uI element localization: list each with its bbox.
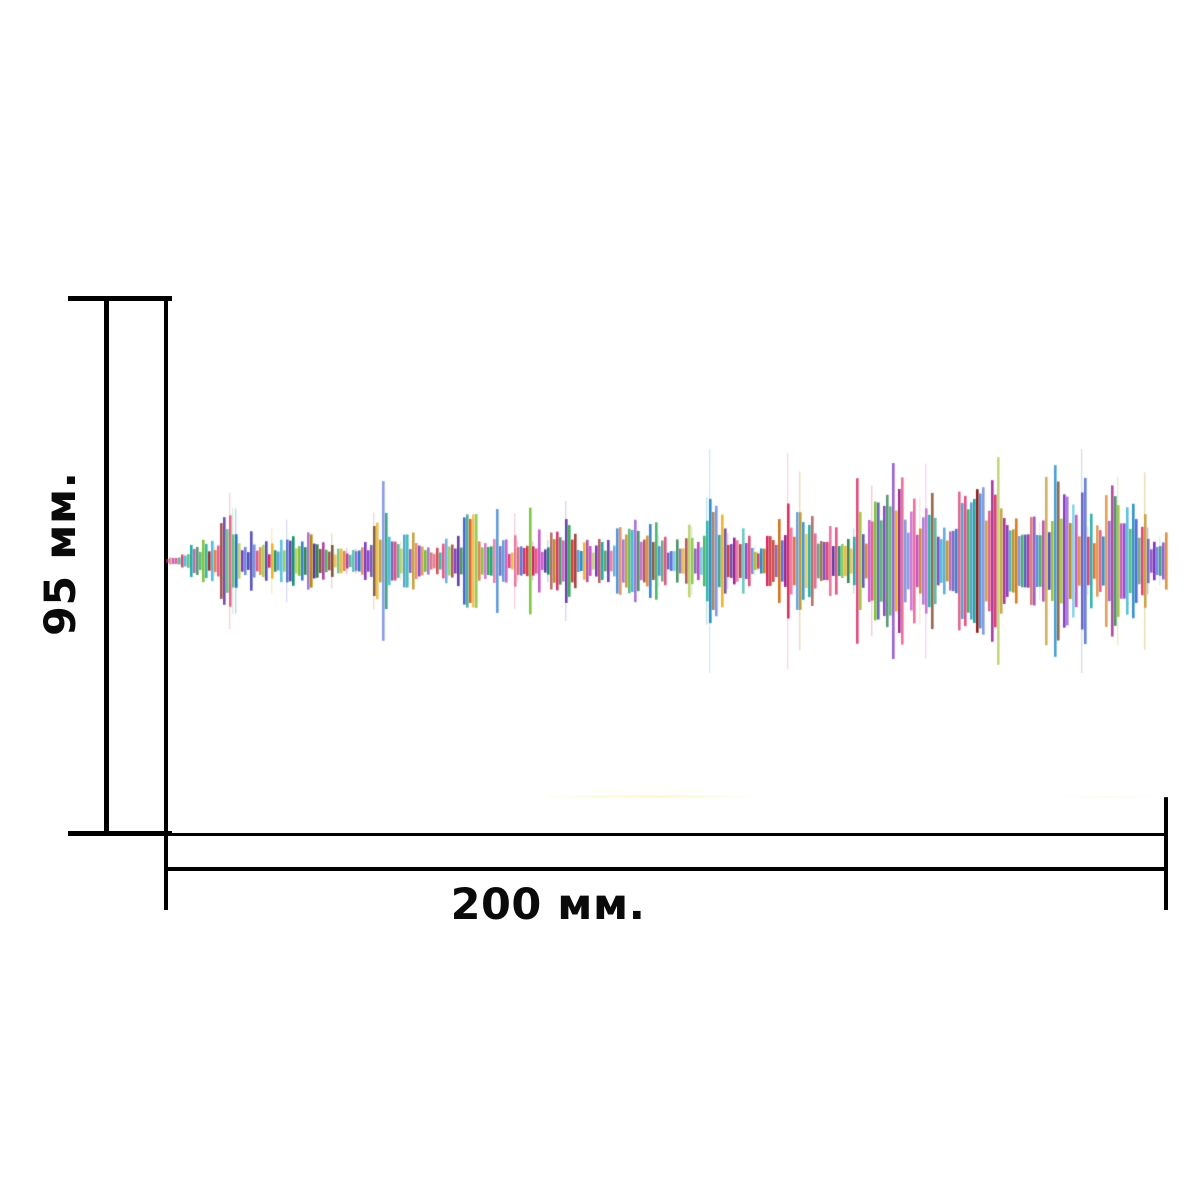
waveform-graphic: [166, 440, 1170, 682]
height-dim-line: [104, 297, 109, 834]
height-dim-tick-top: [68, 296, 172, 301]
height-dimension-label: 95 мм.: [36, 471, 86, 636]
waveform-canvas: [166, 440, 1170, 682]
height-dim-tick-bottom: [68, 831, 172, 836]
width-dimension-label: 200 мм.: [450, 880, 646, 930]
faint-print-artifact-secondary: [1040, 796, 1180, 798]
width-dim-line-lower: [166, 867, 1166, 871]
width-dim-line-upper: [166, 833, 1166, 836]
faint-print-artifact: [540, 795, 760, 798]
extension-line-right: [1164, 797, 1168, 910]
